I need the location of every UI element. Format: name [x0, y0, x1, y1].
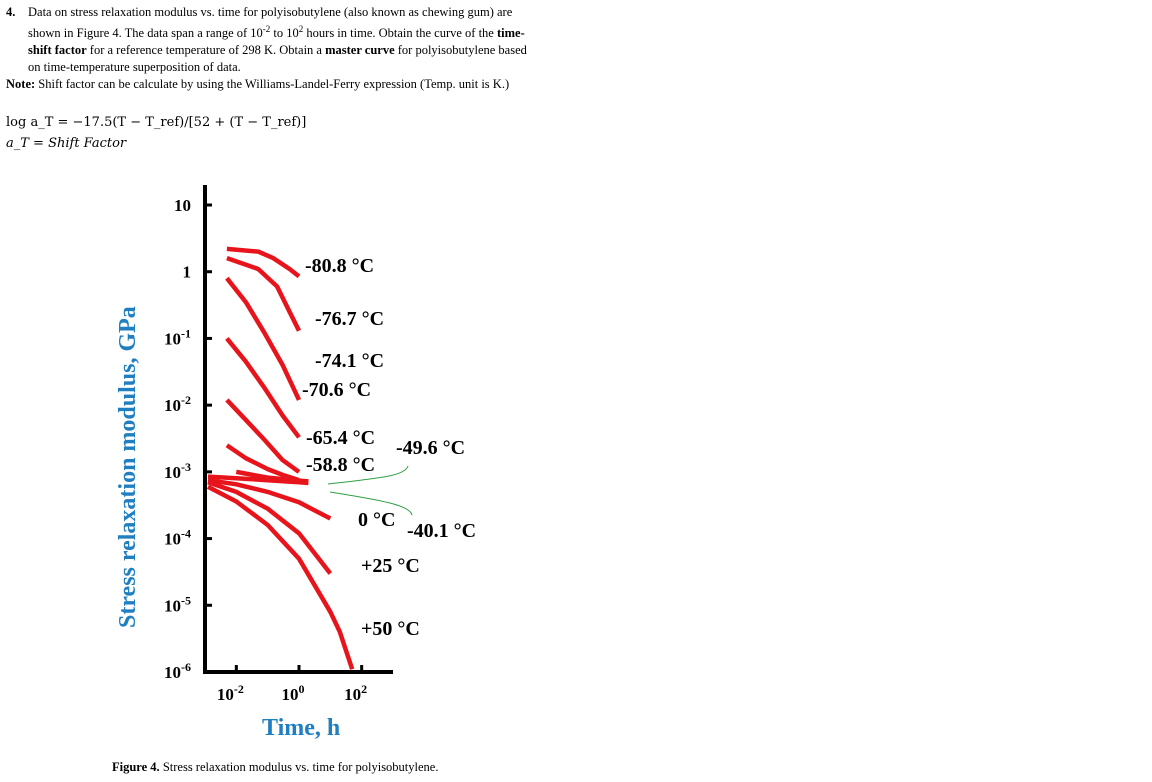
ticks: 10 1 10-1 10-2 10-3 10-4 10-5 10-6 10-2 100 102 [164, 196, 367, 704]
curve-8 [207, 477, 332, 521]
curve-label-0: -80.8 °C [305, 255, 374, 277]
problem-line-3: shift factor for a reference temperature… [28, 43, 527, 58]
curve-10 [206, 484, 355, 670]
leader-line-40-1 [329, 491, 413, 516]
y-tick-label: 10-5 [164, 593, 191, 615]
y-tick-label: 10-4 [164, 527, 191, 549]
shift-factor-definition: a_T = Shift Factor [6, 136, 127, 151]
curve-7 [207, 474, 309, 486]
y-tick-label: 10-1 [164, 326, 191, 348]
wlf-equation: log a_T = −17.5(T − T_ref)/[52 + (T − T_… [6, 115, 307, 130]
x-tick-label: 102 [344, 682, 367, 704]
curve-0 [226, 246, 301, 279]
problem-number: 4. [6, 5, 16, 19]
curve-label-9: +25 °C [361, 555, 420, 577]
leader-line-49-6 [327, 465, 409, 485]
x-axis-title: Time, h [262, 715, 340, 741]
y-tick-label: 10-6 [164, 660, 191, 682]
figure-caption: Figure 4. Stress relaxation modulus vs. … [112, 760, 439, 774]
curve-label-10: +50 °C [361, 618, 420, 640]
curve-5 [225, 443, 300, 483]
curve-labels: -80.8 °C -76.7 °C -74.1 °C -70.6 °C -65.4 °C… [302, 255, 476, 640]
curve-9 [207, 480, 333, 575]
curves [206, 246, 355, 670]
problem-line-1: Data on stress relaxation modulus vs. ti… [28, 5, 513, 19]
curve-label-7: -40.1 °C [407, 520, 476, 542]
problem-statement: 4. Data on stress relaxation modulus vs.… [6, 4, 606, 76]
y-tick-label: 1 [183, 263, 192, 282]
y-tick-label: 10 [174, 196, 191, 215]
curve-3 [225, 336, 301, 439]
x-tick-label: 100 [282, 682, 305, 704]
curve-label-5: -58.8 °C [306, 454, 375, 476]
y-axis-title: Stress relaxation modulus, GPa [115, 306, 141, 628]
curve-label-1: -76.7 °C [315, 308, 384, 330]
problem-line-4: on time-temperature superposition of dat… [28, 60, 241, 75]
y-tick-label: 10-2 [164, 393, 191, 415]
note: Note: Shift factor can be calculate by u… [6, 77, 510, 91]
curve-label-4: -65.4 °C [306, 427, 375, 449]
curve-label-6: -49.6 °C [396, 437, 465, 459]
curve-2 [225, 276, 302, 401]
leader-lines [327, 465, 413, 516]
curve-label-8: 0 °C [358, 509, 395, 531]
y-tick-label: 10-3 [164, 460, 191, 482]
curve-1 [226, 255, 302, 332]
curve-label-2: -74.1 °C [315, 350, 384, 372]
x-tick-label: 10-2 [217, 682, 244, 704]
curve-4 [225, 398, 301, 474]
curve-label-3: -70.6 °C [302, 379, 371, 401]
problem-line-2: shown in Figure 4. The data span a range… [28, 24, 525, 41]
